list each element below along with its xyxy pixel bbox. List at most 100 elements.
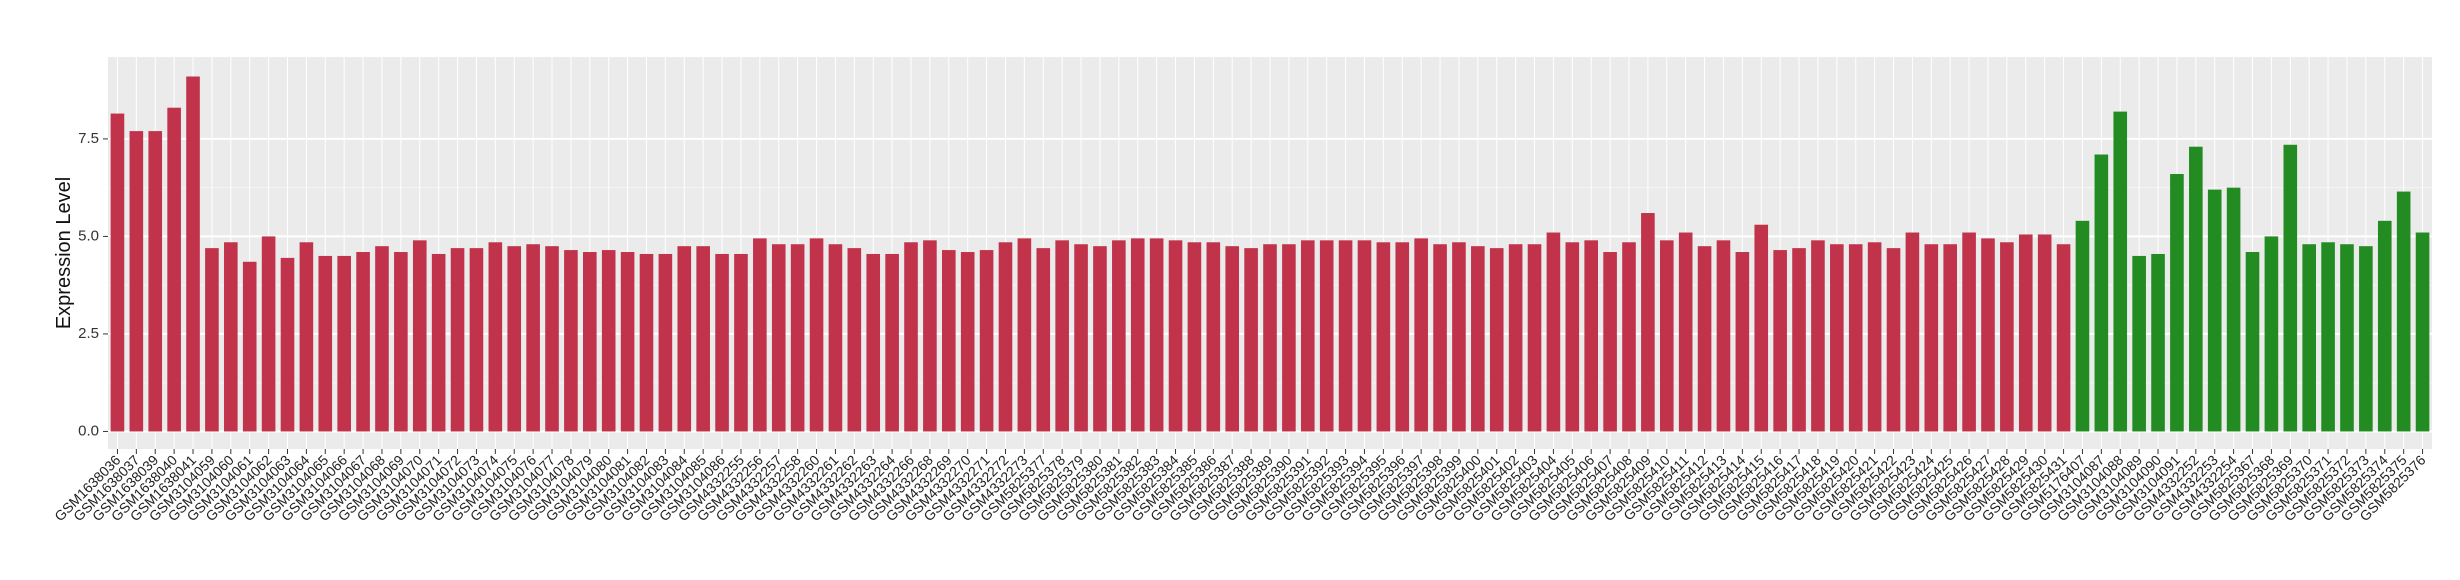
bar bbox=[2037, 234, 2052, 432]
bar bbox=[469, 248, 484, 432]
bar bbox=[1981, 238, 1995, 432]
bar bbox=[1187, 242, 1202, 432]
bar bbox=[186, 76, 200, 432]
bar bbox=[526, 244, 540, 432]
bar bbox=[1546, 232, 1561, 432]
bar bbox=[2302, 244, 2316, 432]
bar bbox=[1924, 244, 1939, 432]
bar bbox=[2377, 220, 2392, 432]
bar bbox=[885, 253, 899, 432]
bar bbox=[941, 250, 956, 432]
bar bbox=[696, 246, 710, 432]
bar bbox=[1754, 224, 1769, 432]
bar bbox=[1130, 238, 1145, 432]
bar bbox=[2226, 187, 2241, 432]
y-tick-label: 7.5 bbox=[78, 130, 99, 147]
bar bbox=[2264, 236, 2279, 432]
bar bbox=[1848, 244, 1863, 432]
bar bbox=[1716, 240, 1731, 432]
bar bbox=[923, 240, 937, 432]
bar bbox=[828, 244, 843, 432]
bar bbox=[866, 253, 881, 432]
bar bbox=[2075, 220, 2090, 432]
bar bbox=[375, 246, 389, 432]
bar bbox=[1225, 246, 1240, 432]
bar bbox=[2151, 253, 2165, 432]
bar bbox=[507, 246, 522, 432]
bar bbox=[2340, 244, 2354, 432]
bar bbox=[1395, 242, 1410, 432]
bar bbox=[1168, 240, 1183, 432]
bar bbox=[280, 257, 295, 432]
bar bbox=[129, 131, 144, 432]
bar bbox=[1055, 240, 1069, 432]
bar bbox=[337, 255, 351, 432]
bar bbox=[1641, 213, 1655, 432]
bar bbox=[1036, 248, 1051, 432]
bar bbox=[998, 242, 1013, 432]
bar bbox=[2207, 189, 2222, 432]
bar bbox=[1811, 240, 1825, 432]
bar bbox=[904, 242, 918, 432]
y-axis-label: Expression Level bbox=[53, 177, 75, 329]
bar bbox=[1962, 232, 1976, 432]
bar bbox=[809, 238, 824, 432]
bar bbox=[2170, 174, 2184, 432]
bar bbox=[715, 253, 729, 432]
bar bbox=[564, 250, 578, 432]
bar bbox=[1376, 242, 1391, 432]
bar bbox=[1452, 242, 1466, 432]
bar bbox=[2113, 111, 2128, 432]
bar bbox=[1433, 244, 1447, 432]
bar bbox=[1678, 232, 1693, 432]
bar bbox=[1735, 252, 1750, 432]
bar bbox=[1508, 244, 1523, 432]
bar bbox=[1905, 232, 1920, 432]
bar bbox=[1603, 252, 1617, 432]
bar bbox=[1773, 250, 1787, 432]
bar bbox=[1319, 240, 1334, 432]
bar bbox=[1622, 242, 1636, 432]
bar bbox=[677, 246, 692, 432]
bar bbox=[1149, 238, 1164, 432]
bar bbox=[753, 238, 767, 432]
bar bbox=[1093, 246, 1107, 432]
bar bbox=[261, 236, 276, 432]
bar bbox=[318, 255, 333, 432]
bar bbox=[1282, 244, 1296, 432]
bar bbox=[639, 253, 654, 432]
bar bbox=[1263, 244, 1277, 432]
bar bbox=[1527, 244, 1542, 432]
bar bbox=[167, 107, 181, 432]
bar bbox=[1697, 246, 1712, 432]
bar bbox=[2056, 244, 2071, 432]
bar bbox=[2018, 234, 2033, 432]
bar bbox=[771, 244, 786, 432]
bar bbox=[2245, 252, 2260, 432]
bar bbox=[1300, 240, 1315, 432]
bar bbox=[1338, 240, 1353, 432]
bar bbox=[1792, 248, 1806, 432]
bar bbox=[1357, 240, 1372, 432]
bar bbox=[1565, 242, 1580, 432]
bar bbox=[1830, 244, 1844, 432]
bar bbox=[979, 250, 994, 432]
bar bbox=[2132, 255, 2146, 432]
bar bbox=[2189, 146, 2203, 432]
bar bbox=[299, 242, 314, 432]
bar bbox=[488, 242, 503, 432]
bar bbox=[658, 253, 673, 432]
bar bbox=[1489, 248, 1504, 432]
bar bbox=[1244, 248, 1258, 432]
bar bbox=[1886, 248, 1901, 432]
bar bbox=[1659, 240, 1674, 432]
bar bbox=[1943, 244, 1957, 432]
bar bbox=[1017, 238, 1032, 432]
bar bbox=[431, 253, 446, 432]
bar bbox=[2283, 144, 2298, 432]
bar bbox=[2396, 191, 2411, 432]
bar bbox=[224, 242, 238, 432]
bar bbox=[960, 252, 975, 432]
bar bbox=[790, 244, 805, 432]
bar bbox=[2094, 154, 2109, 432]
